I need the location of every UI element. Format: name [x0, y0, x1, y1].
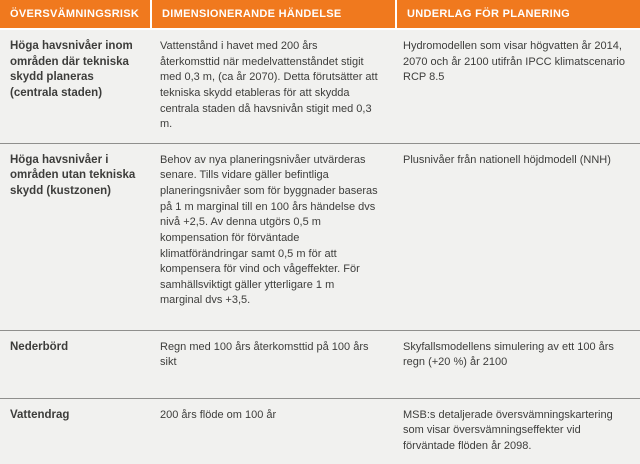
cell-risk: Vattendrag	[10, 408, 70, 421]
cell-basis: Hydromodellen som visar högvatten år 201…	[403, 40, 625, 84]
table-row: Höga havsnivåer i områden utan tekniska …	[0, 142, 640, 330]
table-row: Vattendrag 200 års flöde om 100 år MSB:s…	[0, 397, 640, 464]
cell-event: 200 års flöde om 100 år	[160, 408, 277, 421]
table-header-row: ÖVERSVÄMNINGSRISK DIMENSIONERANDE HÄNDEL…	[0, 0, 640, 29]
cell-event: Regn med 100 års återkomsttid på 100 års…	[160, 340, 369, 369]
column-header-dimensionerande-handelse: DIMENSIONERANDE HÄNDELSE	[152, 0, 395, 29]
table-row: Höga havsnivåer inom områden där teknisk…	[0, 30, 640, 143]
cell-risk: Nederbörd	[10, 340, 69, 353]
column-header-underlag-for-planering: UNDERLAG FÖR PLANERING	[397, 0, 640, 29]
cell-basis: MSB:s detaljerade översvämningskartering…	[403, 408, 613, 453]
table-row: Nederbörd Regn med 100 års återkomsttid …	[0, 329, 640, 398]
cell-risk: Höga havsnivåer i områden utan tekniska …	[10, 153, 136, 197]
cell-event: Vattenstånd i havet med 200 års återkoms…	[160, 40, 378, 131]
cell-basis: Skyfallsmodellens simulering av ett 100 …	[403, 340, 614, 369]
cell-basis: Plusnivåer från nationell höjdmodell (NN…	[403, 153, 611, 166]
cell-event: Behov av nya planeringsnivåer utvärderas…	[160, 153, 378, 307]
table-body: Höga havsnivåer inom områden där teknisk…	[0, 30, 640, 464]
column-header-oversvamningsrisk: ÖVERSVÄMNINGSRISK	[0, 0, 150, 29]
cell-risk: Höga havsnivåer inom områden där teknisk…	[10, 40, 133, 99]
